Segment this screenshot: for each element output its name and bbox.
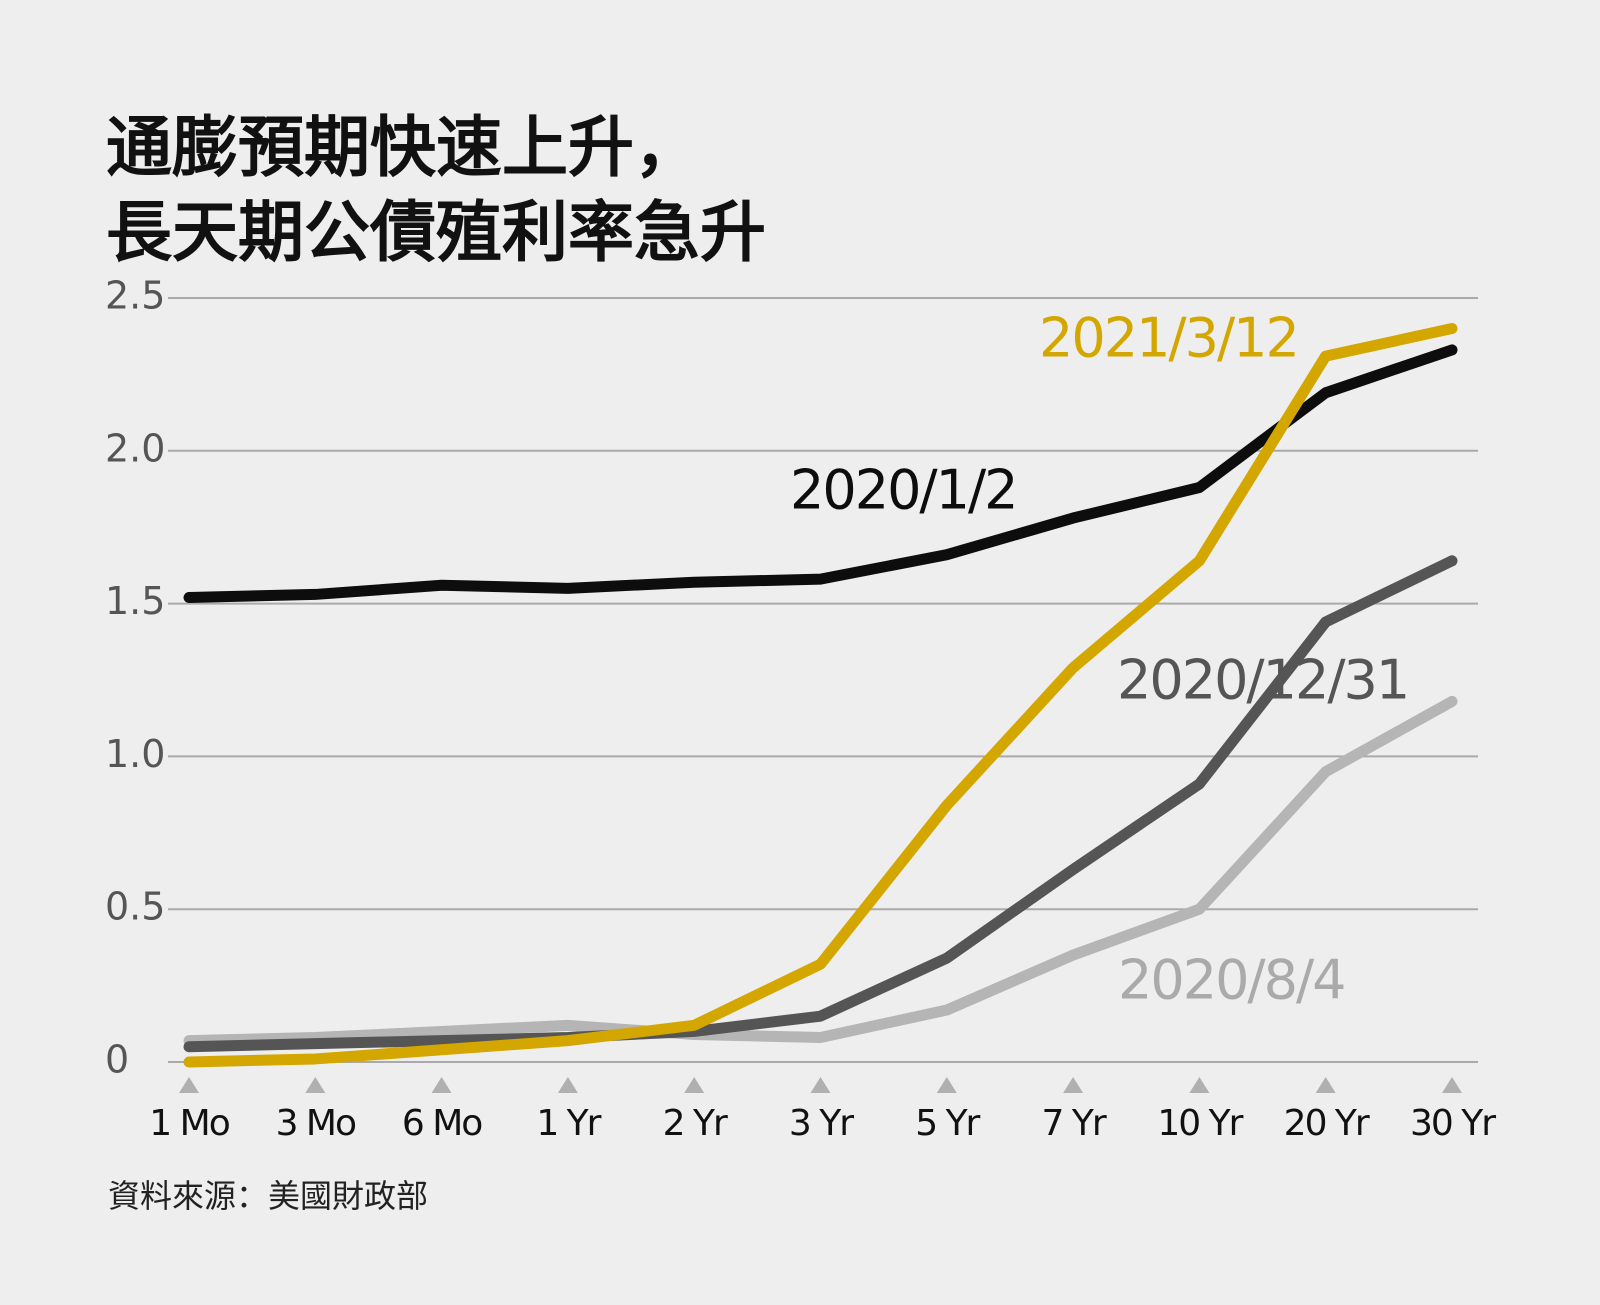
x-tick-label: 6 Mo [402, 1103, 482, 1144]
tick-marker [684, 1077, 705, 1093]
y-tick-label: 2.5 [105, 274, 165, 318]
tick-marker [1189, 1077, 1210, 1093]
y-tick-label: 1.0 [105, 732, 165, 776]
tick-marker [557, 1077, 578, 1093]
x-tick-label: 10 Yr [1157, 1103, 1243, 1144]
tick-marker [1063, 1077, 1084, 1093]
series-line [183, 344, 1458, 603]
chart-title: 長天期公債殖利率急升 [106, 194, 766, 271]
y-tick-label: 1.5 [105, 579, 165, 623]
tick-marker [1442, 1077, 1462, 1093]
tick-marker [179, 1077, 199, 1093]
series-label: 2020/1/2 [790, 459, 1017, 522]
tick-marker [936, 1077, 957, 1093]
series-label: 2020/8/4 [1118, 949, 1345, 1012]
source: 資料來源：美國財政部 [108, 1177, 428, 1215]
x-tick-label: 1 Yr [536, 1103, 601, 1144]
tick-marker [810, 1077, 831, 1093]
x-tick-label: 3 Yr [789, 1103, 854, 1144]
tick-marker [1315, 1077, 1336, 1093]
series-line [183, 323, 1458, 1068]
x-tick-label: 20 Yr [1284, 1103, 1370, 1144]
y-tick-label: 0.5 [105, 885, 165, 929]
x-tick-label: 3 Mo [276, 1103, 356, 1144]
series-line [183, 695, 1458, 1047]
series-label: 2020/12/31 [1117, 649, 1408, 712]
tick-marker [305, 1077, 326, 1093]
x-tick-label: 30 Yr [1410, 1103, 1496, 1144]
y-tick-label: 0 [105, 1038, 129, 1082]
x-tick-label: 5 Yr [915, 1103, 980, 1144]
x-tick-label: 7 Yr [1042, 1103, 1107, 1144]
x-tick-label: 2 Yr [663, 1103, 728, 1144]
tick-marker [431, 1077, 452, 1093]
series-line [183, 555, 1458, 1053]
chart-title: 通膨預期快速上升， [106, 109, 700, 186]
y-tick-label: 2.0 [105, 426, 165, 470]
series-label: 2021/3/12 [1039, 307, 1298, 370]
x-tick-label: 1 Mo [149, 1103, 229, 1144]
